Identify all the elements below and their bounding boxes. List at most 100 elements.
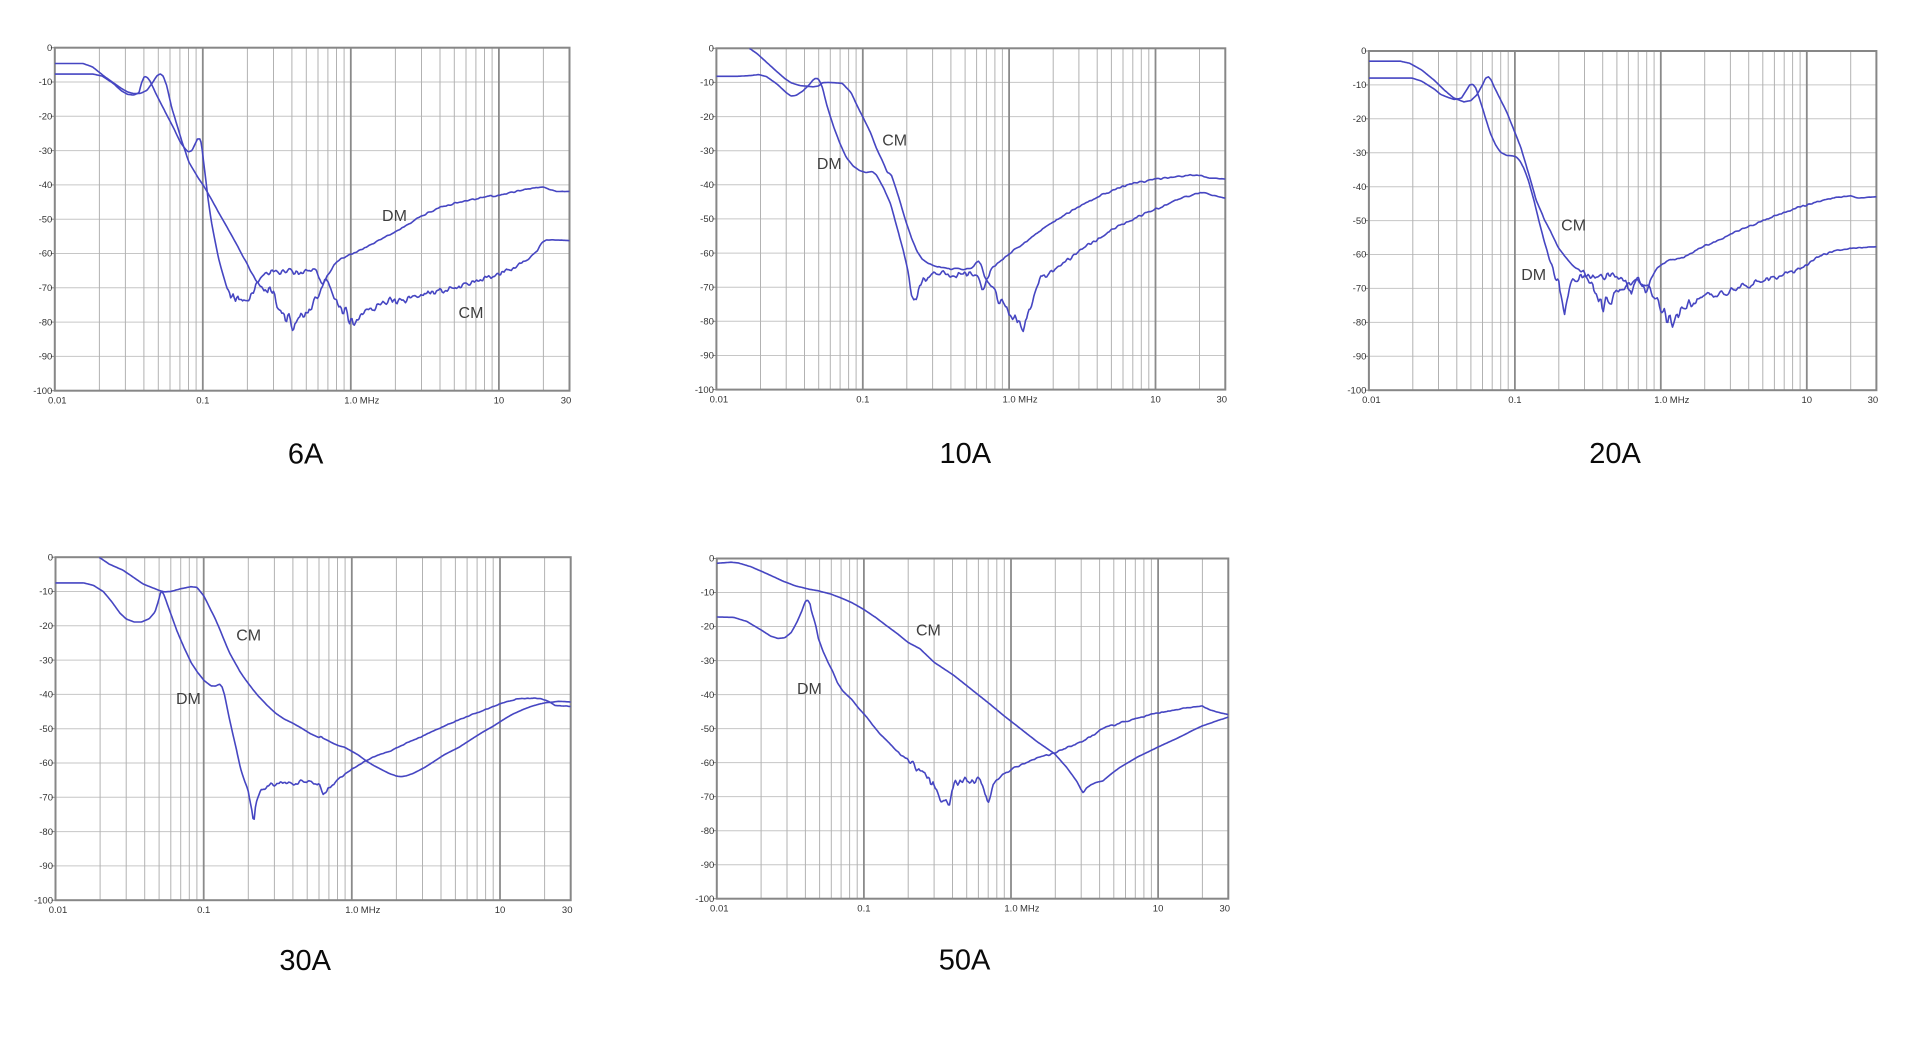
svg-text:-20: -20 <box>1353 114 1367 125</box>
svg-text:MHz: MHz <box>361 905 381 916</box>
svg-text:30: 30 <box>1220 904 1231 915</box>
svg-text:0.01: 0.01 <box>49 905 68 916</box>
svg-text:-60: -60 <box>39 758 53 769</box>
svg-text:-80: -80 <box>700 317 714 328</box>
svg-text:-70: -70 <box>39 283 53 294</box>
svg-text:20A: 20A <box>1589 438 1641 470</box>
svg-text:-90: -90 <box>701 860 715 871</box>
svg-text:30: 30 <box>561 396 572 407</box>
svg-text:10: 10 <box>1802 395 1813 406</box>
svg-text:-100: -100 <box>33 386 52 397</box>
svg-text:-90: -90 <box>1353 352 1367 363</box>
svg-text:-80: -80 <box>1353 318 1367 329</box>
svg-text:DM: DM <box>1521 267 1546 284</box>
svg-text:-20: -20 <box>701 622 715 633</box>
svg-text:30: 30 <box>1868 395 1879 406</box>
svg-text:0.1: 0.1 <box>197 905 210 916</box>
svg-text:0.1: 0.1 <box>196 396 209 407</box>
svg-text:30: 30 <box>1217 395 1228 406</box>
svg-text:-30: -30 <box>700 146 714 157</box>
svg-text:MHz: MHz <box>1018 395 1038 406</box>
svg-text:0: 0 <box>1361 46 1366 57</box>
svg-text:-30: -30 <box>39 655 53 666</box>
svg-text:-10: -10 <box>700 78 714 89</box>
svg-text:CM: CM <box>916 622 941 639</box>
svg-text:CM: CM <box>1561 218 1586 235</box>
svg-text:-80: -80 <box>39 317 53 328</box>
svg-text:-10: -10 <box>1353 80 1367 91</box>
svg-text:0.1: 0.1 <box>1508 395 1521 406</box>
svg-text:-40: -40 <box>701 690 715 701</box>
svg-text:-80: -80 <box>701 826 715 837</box>
svg-text:0.1: 0.1 <box>857 904 870 915</box>
svg-text:1.0: 1.0 <box>344 396 357 407</box>
svg-text:10: 10 <box>495 905 506 916</box>
svg-text:0: 0 <box>709 44 714 55</box>
svg-text:50A: 50A <box>939 945 991 977</box>
svg-text:DM: DM <box>382 208 407 225</box>
svg-text:-40: -40 <box>1353 182 1367 193</box>
svg-text:-70: -70 <box>39 793 53 804</box>
svg-text:-100: -100 <box>34 895 53 906</box>
svg-text:-10: -10 <box>39 77 53 88</box>
svg-text:-100: -100 <box>695 385 714 396</box>
svg-text:-100: -100 <box>1347 385 1366 396</box>
svg-text:1.0: 1.0 <box>1004 904 1017 915</box>
svg-text:-30: -30 <box>1353 148 1367 159</box>
svg-text:0.01: 0.01 <box>710 904 729 915</box>
svg-text:-40: -40 <box>700 180 714 191</box>
svg-text:-10: -10 <box>39 587 53 598</box>
svg-text:-60: -60 <box>39 249 53 260</box>
svg-text:1.0: 1.0 <box>1654 395 1667 406</box>
svg-text:-20: -20 <box>39 621 53 632</box>
svg-text:-60: -60 <box>700 248 714 259</box>
svg-text:-50: -50 <box>701 724 715 735</box>
svg-text:-50: -50 <box>700 214 714 225</box>
svg-text:-40: -40 <box>39 690 53 701</box>
svg-text:CM: CM <box>459 305 484 322</box>
svg-text:10A: 10A <box>939 438 991 470</box>
svg-text:-100: -100 <box>695 894 714 905</box>
svg-text:-30: -30 <box>701 656 715 667</box>
svg-text:-50: -50 <box>39 724 53 735</box>
svg-text:1.0: 1.0 <box>1002 395 1015 406</box>
svg-text:0.01: 0.01 <box>48 396 67 407</box>
svg-text:0: 0 <box>48 552 53 563</box>
svg-text:-90: -90 <box>700 351 714 362</box>
svg-text:CM: CM <box>882 132 907 149</box>
svg-text:10: 10 <box>1150 395 1161 406</box>
svg-text:-60: -60 <box>1353 250 1367 261</box>
svg-text:MHz: MHz <box>1670 395 1690 406</box>
svg-text:1.0: 1.0 <box>345 905 358 916</box>
svg-text:-40: -40 <box>39 180 53 191</box>
svg-text:MHz: MHz <box>360 396 380 407</box>
svg-text:CM: CM <box>236 628 261 645</box>
svg-text:0.01: 0.01 <box>710 395 729 406</box>
svg-text:30A: 30A <box>279 945 331 977</box>
svg-text:-70: -70 <box>700 282 714 293</box>
svg-text:-80: -80 <box>39 827 53 838</box>
svg-text:0: 0 <box>47 43 52 54</box>
svg-text:MHz: MHz <box>1020 904 1040 915</box>
svg-text:10: 10 <box>494 396 505 407</box>
svg-text:DM: DM <box>176 691 201 708</box>
svg-text:30: 30 <box>562 905 573 916</box>
svg-text:6A: 6A <box>288 439 324 471</box>
svg-text:-10: -10 <box>701 588 715 599</box>
svg-text:-90: -90 <box>39 352 53 363</box>
svg-text:-70: -70 <box>1353 284 1367 295</box>
svg-text:DM: DM <box>797 681 822 698</box>
svg-text:-60: -60 <box>701 758 715 769</box>
svg-text:0.01: 0.01 <box>1362 395 1381 406</box>
svg-text:-50: -50 <box>1353 216 1367 227</box>
svg-text:-50: -50 <box>39 214 53 225</box>
svg-text:DM: DM <box>817 156 842 173</box>
svg-text:0: 0 <box>709 554 714 565</box>
svg-text:-30: -30 <box>39 146 53 157</box>
svg-text:-90: -90 <box>39 861 53 872</box>
svg-text:-20: -20 <box>700 112 714 123</box>
svg-text:10: 10 <box>1153 904 1164 915</box>
svg-text:-70: -70 <box>701 792 715 803</box>
svg-text:-20: -20 <box>39 112 53 123</box>
svg-text:0.1: 0.1 <box>856 395 869 406</box>
